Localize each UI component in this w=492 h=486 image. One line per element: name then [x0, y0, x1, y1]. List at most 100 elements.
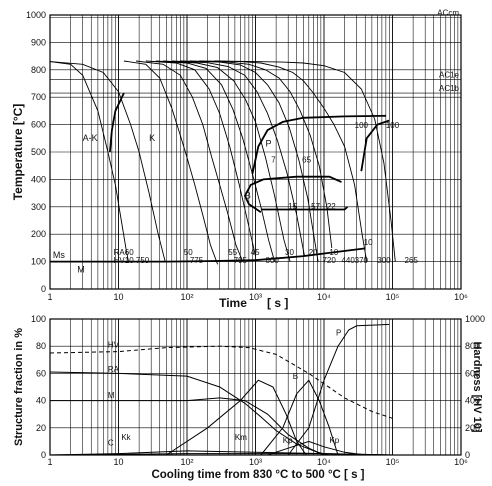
hardness-label: 775: [190, 256, 204, 265]
x-tick-label: 10²: [180, 457, 193, 467]
cooling-curve: [123, 60, 219, 265]
y-tick-label: 800: [31, 65, 46, 75]
series-label: C: [108, 438, 114, 447]
hardness-label: 20: [309, 248, 318, 257]
bottom-x-axis-title: Cooling time from 830 °C to 500 °C [ s ]: [151, 469, 364, 481]
fraction-curves: [49, 323, 393, 456]
x-tick-label: 10: [113, 457, 123, 467]
transformation-percentage: 7: [271, 155, 276, 164]
transformation-percentage: 100: [355, 121, 369, 130]
series-label: Kp: [329, 436, 339, 445]
series-line-kp: [267, 440, 366, 456]
cooling-curves: ACcm AC1e AC1b: [49, 9, 461, 265]
y2-tick-label: 600: [465, 368, 480, 378]
cooling-curve: [199, 60, 368, 262]
series-line-km: [166, 379, 307, 456]
transformation-percentage: 100: [386, 121, 400, 130]
y2-tick-label: 200: [465, 423, 480, 433]
top-x-axis-title: Time: [219, 296, 247, 310]
x-tick-label: 10: [113, 292, 123, 302]
top-grid: [49, 15, 461, 289]
series-label: Kk: [121, 433, 131, 442]
phase-label: K: [149, 133, 155, 143]
series-label: M: [108, 391, 115, 400]
hardness-label: 265: [405, 256, 419, 265]
y-tick-label: 600: [31, 120, 46, 130]
y-tick-label: 900: [31, 37, 46, 47]
hardness-label: 300: [377, 256, 391, 265]
series-line-b: [260, 379, 339, 456]
y-tick-label: 20: [36, 423, 46, 433]
x-tick-label: 10³: [249, 292, 262, 302]
x-tick-label: 10⁵: [386, 457, 400, 467]
y-tick-label: 1000: [26, 10, 46, 20]
series-label: Km: [235, 433, 247, 442]
top-region-labels: A-K K P B Ms M 100 100 7 65 15 57 22 10 RA60 50 55 45 30 20…: [53, 121, 419, 275]
hardness-label: HV10 750: [114, 256, 150, 265]
fraction-curve-labels: HV RA M C Kk Km B P Kp Kp: [108, 328, 342, 447]
x-tick-label: 10⁵: [386, 292, 400, 302]
hardness-label: 720: [322, 256, 336, 265]
phase-label: B: [245, 191, 251, 201]
hardness-label: 795: [234, 256, 248, 265]
hardness-label: 55: [228, 248, 237, 257]
y-tick-label: 0: [41, 284, 46, 294]
y-tick-label: 100: [31, 314, 46, 324]
cooling-curve: [49, 61, 166, 262]
series-label: P: [336, 328, 341, 337]
critical-temperature-label: ACcm: [437, 9, 459, 18]
hardness-label: 10: [329, 248, 338, 257]
transformation-percentage: 10: [364, 238, 373, 247]
series-label: HV: [108, 341, 120, 350]
y-tick-label: 500: [31, 147, 46, 157]
y-tick-label: 400: [31, 174, 46, 184]
x-tick-label: 1: [47, 292, 52, 302]
critical-temperature-label: AC1b: [439, 84, 460, 93]
x-tick-label: 10²: [180, 292, 193, 302]
y-tick-label: 60: [36, 368, 46, 378]
y2-tick-label: 400: [465, 396, 480, 406]
top-x-axis-unit: [ s ]: [267, 296, 288, 310]
bottom-grid: [49, 319, 461, 455]
x-tick-label: 10⁴: [317, 457, 331, 467]
x-tick-label: 10³: [249, 457, 262, 467]
x-tick-label: 1: [47, 457, 52, 467]
hardness-label: 45: [251, 248, 260, 257]
cooling-curve: [49, 61, 129, 262]
hardness-label: 370: [355, 256, 369, 265]
y-tick-label: 700: [31, 92, 46, 102]
transformation-percentage: 65: [302, 155, 311, 164]
phase-label: Ms: [53, 250, 65, 260]
x-tick-label: 10⁶: [454, 457, 468, 467]
y2-tick-label: 1000: [465, 314, 485, 324]
y-tick-label: 300: [31, 202, 46, 212]
series-label: Kp: [283, 436, 293, 445]
series-line-p: [287, 323, 390, 456]
bottom-y-axis-title: Structure fraction in %: [13, 328, 25, 446]
phase-label: A-K: [83, 133, 98, 143]
x-tick-label: 10⁶: [454, 292, 468, 302]
transformation-curve-b: [260, 206, 349, 211]
cooling-curve: [214, 60, 396, 262]
critical-temperature-label: AC1e: [439, 70, 460, 79]
series-label: RA: [108, 365, 120, 374]
cooling-curve: [145, 60, 256, 257]
phase-label: P: [266, 139, 272, 149]
transformation-curve-p: [251, 114, 386, 175]
y2-tick-label: 0: [465, 450, 470, 460]
y-tick-label: 100: [31, 257, 46, 267]
ms-line: [50, 247, 366, 263]
transformation-percentage: 22: [327, 202, 336, 211]
transformation-curve-a-k: [109, 92, 125, 153]
cooling-curve: [171, 60, 305, 257]
phase-label: M: [77, 265, 85, 275]
transformation-curve-b: [243, 175, 342, 214]
transformation-percentage: 57: [311, 202, 320, 211]
cooling-curve: [180, 60, 319, 262]
cooling-curve: [163, 60, 291, 262]
top-y-axis-title: Temperature [°C]: [11, 104, 25, 201]
y-tick-label: 200: [31, 229, 46, 239]
